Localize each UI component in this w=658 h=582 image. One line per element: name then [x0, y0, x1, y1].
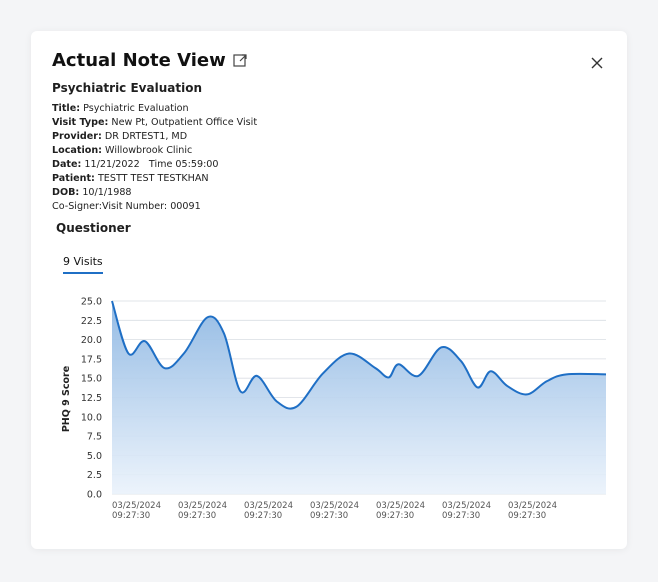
detail-label: DOB: — [52, 187, 80, 198]
detail-label: Location: — [52, 145, 102, 156]
phq9-chart: 0.0 2.5 5.0 7.5 10.0 12.5 15.0 17.5 20.0 22.5 25.0… — [31, 289, 627, 543]
detail-date-time: Date: 11/21/2022 Time 05:59:00 — [52, 158, 257, 172]
y-tick-label: 10.0 — [81, 412, 102, 423]
x-tick-label: 03/25/2024 09:27:30 — [310, 501, 359, 521]
chart-series — [111, 300, 607, 494]
x-tick-label: 03/25/2024 09:27:30 — [442, 501, 491, 521]
x-tick-label: 03/25/2024 09:27:30 — [508, 501, 557, 521]
y-tick-label: 20.0 — [81, 335, 102, 346]
detail-value: 05:59:00 — [172, 159, 219, 170]
y-tick-label: 12.5 — [81, 393, 102, 404]
external-link-icon[interactable] — [233, 53, 248, 68]
x-tick-label: 03/25/2024 09:27:30 — [376, 501, 425, 521]
detail-label: Date: — [52, 159, 82, 170]
y-tick-label: 5.0 — [87, 451, 102, 462]
detail-value: 11/21/2022 — [81, 159, 140, 170]
note-details: Title: Psychiatric Evaluation Visit Type… — [52, 102, 257, 214]
detail-title: Title: Psychiatric Evaluation — [52, 102, 257, 116]
y-tick-label: 25.0 — [81, 297, 102, 308]
detail-value: DR DRTEST1, MD — [101, 131, 188, 142]
y-tick-label: 0.0 — [87, 490, 102, 501]
detail-value: Psychiatric Evaluation — [80, 103, 189, 114]
x-tick-label: 03/25/2024 09:27:30 — [244, 501, 293, 521]
detail-value: Willowbrook Clinic — [102, 145, 193, 156]
detail-visit-type: Visit Type: New Pt, Outpatient Office Vi… — [52, 116, 257, 130]
y-axis-label: PHQ 9 Score — [61, 366, 72, 432]
detail-label: Title: — [52, 103, 81, 114]
section-heading: Questioner — [56, 221, 131, 235]
detail-value: TESTT TEST TESTKHAN — [94, 173, 209, 184]
x-tick-label: 03/25/2024 09:27:30 — [178, 501, 227, 521]
modal-header: Actual Note View — [52, 50, 248, 71]
detail-dob: DOB: 10/1/1988 — [52, 186, 257, 200]
y-tick-label: 22.5 — [81, 316, 102, 327]
detail-value: 10/1/1988 — [79, 187, 132, 198]
detail-value: New Pt, Outpatient Office Visit — [108, 117, 258, 128]
y-tick-label: 17.5 — [81, 354, 102, 365]
y-tick-label: 15.0 — [81, 374, 102, 385]
y-tick-label: 2.5 — [87, 470, 102, 481]
x-axis: 03/25/2024 09:27:30 03/25/2024 09:27:30 03/2… — [112, 501, 557, 521]
detail-label: Patient: — [52, 173, 95, 184]
y-tick-label: 7.5 — [87, 432, 102, 443]
detail-label: Visit Type: — [52, 117, 109, 128]
x-tick-label: 03/25/2024 09:27:30 — [112, 501, 161, 521]
close-icon[interactable] — [589, 55, 605, 71]
detail-label: Time — [148, 159, 173, 170]
tab-visits[interactable]: 9 Visits — [63, 255, 103, 274]
y-axis: 0.0 2.5 5.0 7.5 10.0 12.5 15.0 17.5 20.0 22.5 25.0 — [81, 297, 102, 501]
detail-patient: Patient: TESTT TEST TESTKHAN — [52, 172, 257, 186]
modal-title: Actual Note View — [52, 50, 226, 71]
detail-location: Location: Willowbrook Clinic — [52, 144, 257, 158]
detail-cosigner: Co-Signer:Visit Number: 00091 — [52, 201, 201, 212]
series-line — [111, 300, 607, 410]
detail-label: Provider: — [52, 131, 102, 142]
detail-provider: Provider: DR DRTEST1, MD — [52, 130, 257, 144]
note-subtitle: Psychiatric Evaluation — [52, 81, 202, 95]
series-area — [112, 301, 606, 494]
note-view-modal: Actual Note View Psychiatric Evaluation … — [31, 31, 627, 549]
chart-svg: 0.0 2.5 5.0 7.5 10.0 12.5 15.0 17.5 20.0 22.5 25.0… — [61, 297, 607, 521]
